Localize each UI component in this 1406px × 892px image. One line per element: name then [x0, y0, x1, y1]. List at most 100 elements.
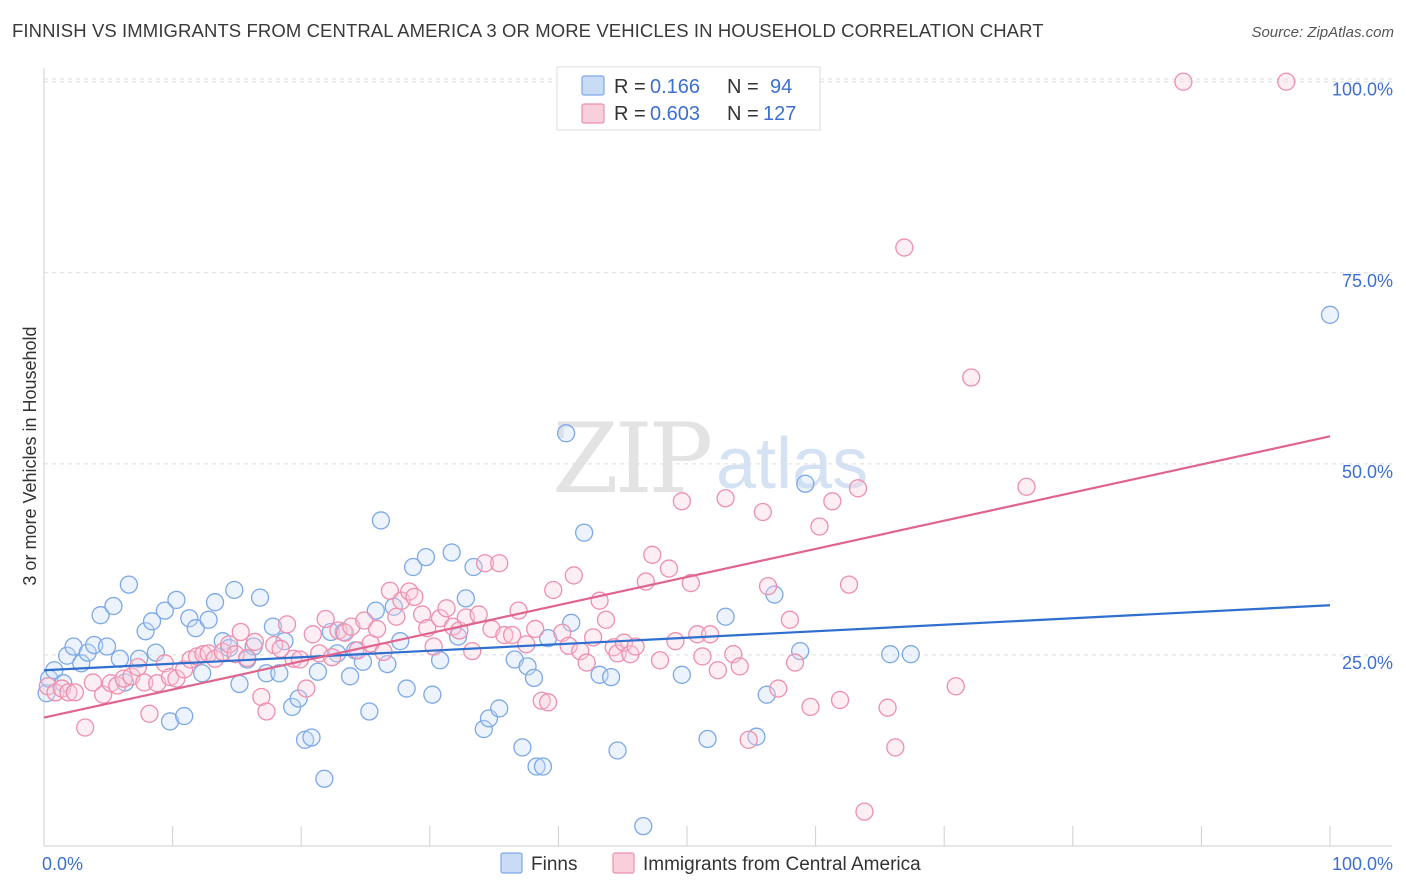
chart-title: FINNISH VS IMMIGRANTS FROM CENTRAL AMERI… — [12, 20, 1044, 41]
central-america-point — [463, 641, 482, 661]
finns-point — [315, 769, 334, 788]
bottom-legend-label-central-america: Immigrants from Central America — [643, 854, 921, 875]
central-america-point — [65, 683, 85, 702]
central-america-point — [608, 644, 627, 663]
finns-point — [490, 699, 509, 718]
central-america-point — [672, 492, 692, 511]
finns-point — [340, 667, 360, 686]
central-america-point — [502, 625, 522, 645]
finns-point — [371, 511, 391, 530]
central-america-point — [108, 676, 127, 695]
correlation-legend: R = 0.166 N = 94 R = 0.603 N = 127 — [556, 66, 821, 131]
central-america-point — [538, 693, 558, 712]
x-tick-label: 0.0% — [42, 854, 83, 874]
finns-point — [155, 601, 175, 620]
central-america-point — [231, 622, 250, 642]
series-finns — [37, 305, 1340, 836]
finns-point — [160, 712, 180, 731]
finns-point — [119, 575, 139, 594]
central-america-point — [878, 698, 897, 717]
central-america-point — [140, 704, 159, 723]
finns-point — [1320, 305, 1340, 324]
central-america-point — [412, 605, 432, 624]
finns-point — [263, 617, 283, 636]
finns-point — [464, 557, 483, 577]
central-america-point — [245, 632, 265, 652]
finns-point — [513, 738, 532, 757]
central-america-point — [848, 479, 868, 498]
y-tick-label: 50.0% — [1342, 462, 1393, 482]
trend-line-central-america — [43, 435, 1331, 719]
central-america-point — [708, 661, 728, 680]
central-america-point — [475, 554, 495, 573]
finns-point — [518, 657, 537, 676]
central-america-point — [238, 648, 257, 668]
central-america-point — [753, 502, 773, 522]
central-america-point — [659, 559, 679, 578]
central-america-point — [1277, 72, 1296, 91]
central-america-point — [495, 625, 514, 645]
central-america-point — [855, 802, 874, 821]
finns-point — [442, 543, 461, 562]
y-axis-title: 3 or more Vehicles in Household — [20, 326, 40, 585]
legend-r-label-finns: R = — [614, 76, 646, 98]
central-america-point — [380, 581, 400, 600]
finns-point — [416, 547, 436, 567]
central-america-point — [830, 690, 850, 710]
central-america-point — [367, 619, 387, 639]
finns-point — [556, 424, 576, 443]
finns-point — [608, 741, 627, 760]
central-america-point — [135, 673, 154, 692]
tick-labels: 25.0% 50.0% 75.0% 100.0% 0.0% 100.0% — [42, 80, 1393, 874]
finns-point — [289, 689, 308, 708]
finns-point — [901, 645, 920, 664]
central-america-point — [1017, 477, 1036, 496]
finns-point — [524, 668, 544, 688]
watermark-zip: ZIP — [552, 403, 711, 515]
finns-point — [97, 637, 117, 656]
finns-point — [474, 719, 493, 739]
trend-line-finns — [43, 604, 1331, 672]
finns-point — [250, 588, 270, 607]
central-america-point — [490, 554, 509, 573]
y-tick-label: 75.0% — [1342, 271, 1393, 291]
central-america-point — [297, 679, 316, 698]
central-america-point — [693, 647, 712, 666]
legend-n-label-finns: N = — [727, 76, 759, 98]
central-america-point — [59, 683, 78, 702]
central-america-point — [700, 625, 720, 644]
central-america-point — [650, 651, 670, 670]
central-america-point — [769, 679, 788, 698]
finns-point — [590, 665, 609, 684]
finns-point — [791, 641, 810, 661]
finns-point — [199, 610, 218, 629]
central-america-point — [886, 738, 905, 757]
finns-point — [308, 662, 328, 681]
legend-r-value-central-america: 0.603 — [650, 103, 700, 125]
central-america-point — [437, 599, 456, 618]
finns-point — [716, 607, 735, 626]
finns-point — [175, 706, 194, 726]
finns-point — [110, 649, 130, 668]
central-america-point — [801, 697, 820, 717]
legend-swatch-finns — [581, 75, 605, 96]
bottom-legend-swatch-central-america — [612, 852, 635, 874]
finns-point — [574, 523, 594, 542]
finns-point — [366, 601, 385, 620]
finns-point — [456, 589, 475, 608]
finns-point — [533, 757, 553, 776]
central-america-point — [532, 691, 551, 710]
central-america-point — [355, 611, 374, 630]
central-america-point — [1174, 72, 1193, 91]
legend-r-value-finns: 0.166 — [650, 76, 700, 98]
finns-point — [104, 596, 123, 616]
central-america-point — [666, 632, 685, 651]
finns-point — [634, 816, 653, 836]
central-america-point — [517, 635, 536, 654]
finns-point — [225, 580, 244, 600]
finns-point — [423, 685, 442, 704]
central-america-point — [76, 718, 95, 737]
central-america-point — [626, 637, 645, 656]
y-tick-label: 25.0% — [1342, 653, 1393, 673]
